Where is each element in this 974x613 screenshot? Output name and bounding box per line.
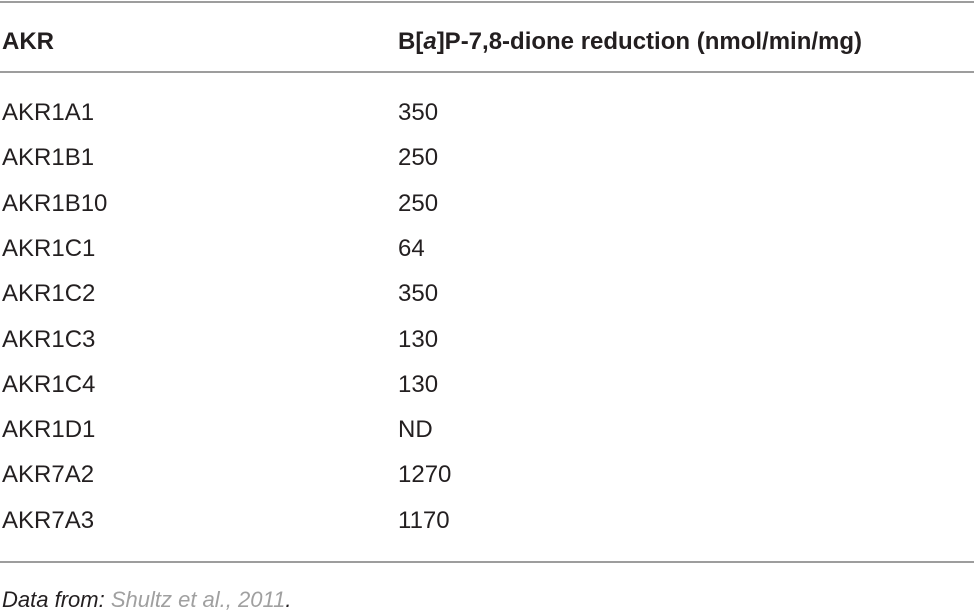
rate-cell: 1270: [398, 461, 452, 489]
footnote-suffix: .: [285, 587, 292, 612]
rate-cell: 250: [398, 144, 439, 172]
rate-cell: 350: [398, 99, 439, 126]
rate-cell: 350: [398, 280, 439, 308]
enzyme-cell: AKR1D1: [2, 416, 96, 444]
rate-cell: 1170: [398, 506, 450, 534]
rate-cell: 64: [398, 234, 425, 262]
bottom-rule: [0, 561, 974, 563]
footnote: Data from: Shultz et al., 2011.: [2, 587, 291, 613]
footnote-prefix: Data from:: [2, 587, 105, 612]
enzyme-cell: AKR1B10: [2, 189, 108, 217]
header-rule: [0, 71, 974, 73]
enzyme-cell: AKR1C3: [2, 325, 96, 353]
enzyme-cell: AKR1B1: [2, 144, 95, 172]
rate-cell: 130: [398, 325, 439, 353]
enzyme-cell: AKR1C4: [2, 370, 96, 398]
rate-cell: 250: [398, 189, 439, 217]
header-cell: B[a]P-7,8-dione reduction (nmol/min/mg): [398, 28, 862, 56]
citation-link[interactable]: Shultz et al., 2011: [110, 587, 286, 612]
enzyme-cell: AKR1C2: [2, 280, 96, 308]
enzyme-cell: AKR1A1: [2, 99, 95, 126]
top-rule: [0, 1, 974, 3]
rate-cell: ND: [398, 416, 433, 444]
rate-cell: 130: [398, 370, 439, 398]
enzyme-cell: AKR1C1: [2, 234, 96, 262]
enzyme-cell: AKR7A2: [2, 461, 95, 489]
header-cell: AKR: [2, 28, 54, 55]
enzyme-cell: AKR7A3: [2, 506, 95, 534]
header-text: ]P-7,8-dione reduction (nmol/min/mg): [436, 28, 863, 55]
header-italic: a: [423, 28, 437, 55]
header-text: B[: [398, 28, 424, 55]
